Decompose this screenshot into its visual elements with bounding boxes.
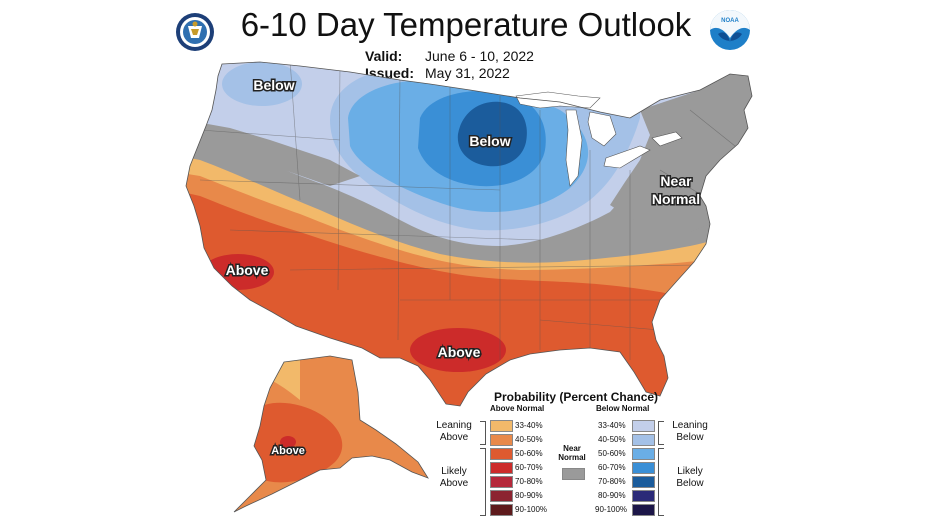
label-below-midwest: Below [469,133,510,149]
label-above-california: Above [226,262,269,278]
legend-below-range-label: 50-60% [598,449,626,458]
legend-brace [480,421,486,445]
legend-below-header: Below Normal [596,404,650,413]
legend-brace [658,448,664,516]
legend-leaning-below-line1: Leaning [672,420,708,431]
swatch-near-normal [562,468,585,480]
issued-date: May 31, 2022 [425,65,510,81]
legend-leaning-above-line1: Leaning [436,420,472,431]
legend-below-range-label: 80-90% [598,491,626,500]
label-near-normal-line2: Normal [652,191,700,207]
legend-below-range-label: 60-70% [598,463,626,472]
legend-above-range-label: 90-100% [515,505,548,514]
legend-likely-below-line2: Below [676,478,704,489]
legend-leaning-above-line2: Above [439,432,469,443]
band-below-70-80 [457,101,527,167]
legend-title: Probability (Percent Chance) [494,390,659,404]
legend-above-range-label: 80-90% [515,491,543,500]
swatch-below-50-60 [632,448,655,460]
lake-ontario [651,131,683,147]
map-title: 6-10 Day Temperature Outlook [240,6,692,43]
label-near-normal-line1: Near [660,173,692,189]
legend-above-range-label: 40-50% [515,435,543,444]
legend-below-range-label: 90-100% [595,505,628,514]
swatch-below-60-70 [632,462,655,474]
band-near-normal-northwest [186,120,360,186]
legend-brace [480,448,486,516]
swatch-above-90-100 [490,504,513,516]
swatch-above-80-90 [490,490,513,502]
band-near-normal-northeast [610,74,752,232]
legend-near-normal-line1: Near [563,444,581,453]
swatch-below-80-90 [632,490,655,502]
legend-leaning-above: Leaning Above [430,420,478,444]
ak-band-above-60-70 [280,436,296,448]
commerce-seal-icon [176,13,214,51]
legend-leaning-below: Leaning Below [666,420,714,444]
probability-legend: Probability (Percent Chance) Above Norma… [430,388,720,518]
legend-leaning-below-line2: Below [676,432,704,443]
legend-likely-below: Likely Below [666,466,714,490]
svg-text:NOAA: NOAA [721,18,739,24]
legend-below-range-label: 70-80% [598,477,626,486]
legend-likely-above-line1: Likely [441,466,467,477]
valid-row: Valid: June 6 - 10, 2022 [365,48,534,64]
label-above-texas: Above [438,344,481,360]
legend-brace [658,421,664,445]
lake-superior [515,91,601,109]
legend-below-range-label: 33-40% [598,421,626,430]
legend-above-range-label: 60-70% [515,463,543,472]
lake-erie [603,145,651,169]
noaa-logo-icon: NOAA [710,10,750,50]
legend-likely-below-line1: Likely [677,466,703,477]
issued-row: Issued: May 31, 2022 [365,65,510,81]
swatch-above-60-70 [490,462,513,474]
state-boundaries [199,62,741,360]
swatch-below-90-100 [632,504,655,516]
conus-outline [185,61,753,407]
alaska-outline [233,355,429,513]
legend-above-range-label: 33-40% [515,421,543,430]
legend-near-normal-line2: Normal [558,453,586,462]
band-below-40-50-nw [222,62,302,106]
lake-huron [587,111,617,147]
valid-label: Valid: [365,48,403,64]
swatch-above-70-80 [490,476,513,488]
legend-likely-above-line2: Above [439,478,469,489]
legend-near-normal-label: Near Normal [554,444,590,462]
swatch-below-40-50 [632,434,655,446]
swatch-above-50-60 [490,448,513,460]
label-below-northwest: Below [253,77,294,93]
band-above-60-70-tx [410,328,506,372]
swatch-below-70-80 [632,476,655,488]
swatch-above-40-50 [490,434,513,446]
legend-above-range-label: 70-80% [515,477,543,486]
legend-likely-above: Likely Above [430,466,478,490]
swatch-above-33-40 [490,420,513,432]
legend-below-range-label: 40-50% [598,435,626,444]
valid-dates: June 6 - 10, 2022 [425,48,534,64]
label-above-alaska: Above [271,445,305,457]
legend-above-range-label: 50-60% [515,449,543,458]
swatch-below-33-40 [632,420,655,432]
lake-michigan [565,109,583,187]
legend-above-header: Above Normal [490,404,545,413]
